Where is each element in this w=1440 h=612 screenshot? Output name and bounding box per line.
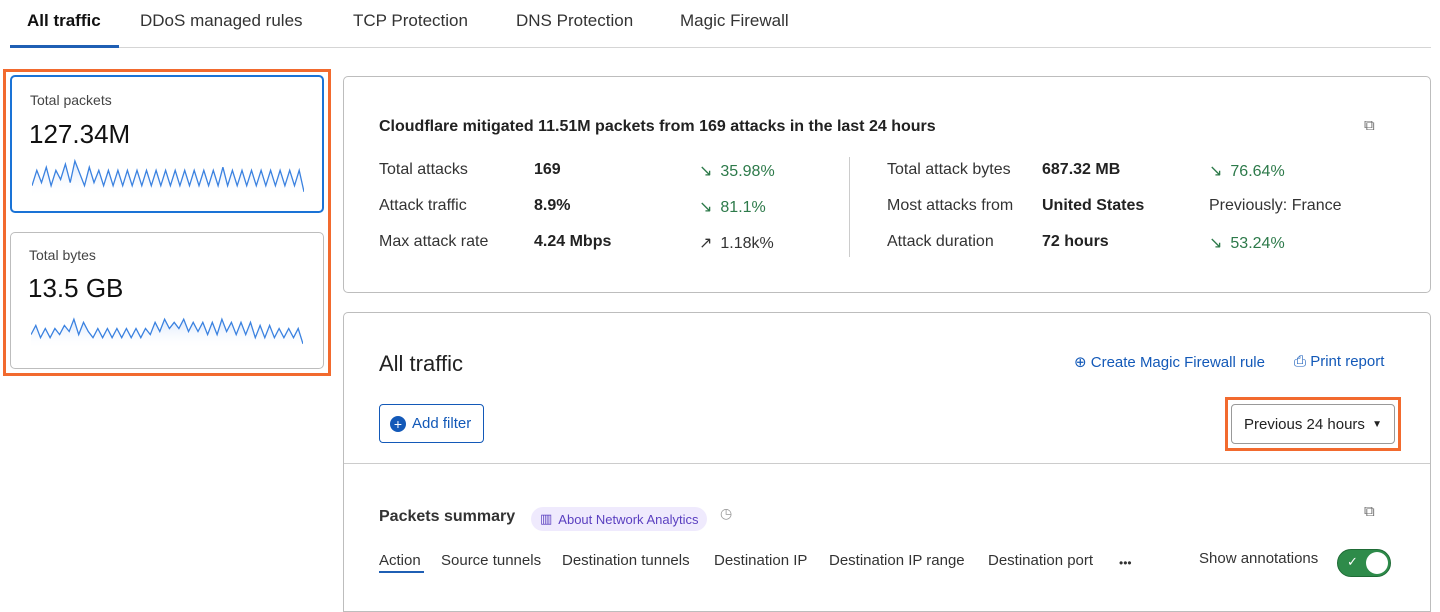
stat-value: United States bbox=[1042, 197, 1145, 214]
caret-down-icon: ▼ bbox=[1372, 418, 1382, 430]
more-tabs-button[interactable]: ••• bbox=[1119, 556, 1132, 570]
packets-summary-title: Packets summary bbox=[379, 508, 516, 525]
sparkline-packets bbox=[32, 158, 304, 197]
section-title: All traffic bbox=[379, 351, 463, 376]
plus-circle-icon: ⊕ bbox=[1074, 354, 1087, 371]
highlight-box bbox=[1225, 397, 1401, 451]
stat-label: Attack traffic bbox=[379, 197, 467, 214]
metric-label: Total bytes bbox=[29, 247, 96, 263]
metric-label: Total packets bbox=[30, 92, 112, 108]
tab-tcp-protection[interactable]: TCP Protection bbox=[353, 11, 468, 30]
metric-value: 13.5 GB bbox=[28, 273, 124, 303]
dropdown-value: Previous 24 hours bbox=[1244, 415, 1365, 433]
stat-change-value: Previously: France bbox=[1209, 197, 1342, 214]
show-annotations-label: Show annotations bbox=[1199, 550, 1319, 567]
highlight-box bbox=[3, 69, 331, 376]
create-magic-firewall-rule-link[interactable]: ⊕ Create Magic Firewall rule bbox=[1074, 353, 1265, 371]
arrow-down-right-icon: ↘ bbox=[699, 163, 713, 180]
check-icon: ✓ bbox=[1347, 554, 1358, 569]
stat-label: Total attack bytes bbox=[887, 161, 1011, 178]
sparkline-line bbox=[32, 158, 304, 193]
tab-all-traffic[interactable]: All traffic bbox=[27, 11, 101, 30]
time-range-dropdown[interactable]: Previous 24 hours ▼ bbox=[1231, 404, 1395, 444]
subtab-destination-ip-range[interactable]: Destination IP range bbox=[829, 552, 965, 569]
stat-change: ↘ 35.98% bbox=[699, 161, 775, 181]
stat-change-value: 53.24% bbox=[1230, 235, 1285, 252]
tab-ddos-managed-rules[interactable]: DDoS managed rules bbox=[140, 11, 303, 30]
printer-icon: ⎙ bbox=[1294, 353, 1307, 370]
subtab-destination-port[interactable]: Destination port bbox=[988, 552, 1094, 569]
stat-change: ↘ 76.64% bbox=[1209, 161, 1285, 181]
stat-change: ↗ 1.18k% bbox=[699, 233, 774, 253]
link-label: Create Magic Firewall rule bbox=[1090, 354, 1265, 371]
stat-label: Total attacks bbox=[379, 161, 468, 178]
subtab-destination-ip[interactable]: Destination IP bbox=[714, 552, 808, 569]
subtab-action[interactable]: Action bbox=[379, 552, 421, 569]
stat-change: ↘ 81.1% bbox=[699, 197, 766, 217]
summary-headline: Cloudflare mitigated 11.51M packets from… bbox=[379, 118, 936, 135]
stat-value: 687.32 MB bbox=[1042, 161, 1121, 178]
stat-label: Most attacks from bbox=[887, 197, 1014, 214]
add-filter-button[interactable]: + Add filter bbox=[379, 404, 484, 443]
arrow-down-right-icon: ↘ bbox=[1209, 163, 1223, 180]
stat-change-value: 35.98% bbox=[720, 163, 775, 180]
attack-summary-card: Cloudflare mitigated 11.51M packets from… bbox=[343, 76, 1431, 293]
stat-change: Previously: France bbox=[1209, 197, 1342, 215]
active-tab-indicator bbox=[10, 45, 119, 48]
sparkline-line bbox=[31, 317, 303, 345]
stat-label: Attack duration bbox=[887, 233, 994, 250]
all-traffic-card: All traffic ⊕ Create Magic Firewall rule… bbox=[343, 312, 1431, 612]
stat-label: Max attack rate bbox=[379, 233, 489, 250]
stat-value: 72 hours bbox=[1042, 233, 1109, 250]
print-report-link[interactable]: ⎙ Print report bbox=[1294, 353, 1384, 370]
show-annotations-toggle[interactable]: ✓ bbox=[1337, 549, 1391, 577]
active-subtab-indicator bbox=[379, 571, 424, 573]
stat-change-value: 81.1% bbox=[720, 199, 766, 216]
link-label: Print report bbox=[1310, 353, 1385, 370]
about-network-analytics-link[interactable]: ▥ About Network Analytics bbox=[531, 507, 708, 531]
button-label: Add filter bbox=[412, 415, 472, 432]
metric-card-total-bytes[interactable]: Total bytes 13.5 GB bbox=[10, 232, 324, 369]
arrow-up-right-icon: ↗ bbox=[699, 235, 713, 252]
stat-value: 169 bbox=[534, 161, 561, 178]
tab-dns-protection[interactable]: DNS Protection bbox=[516, 11, 634, 30]
stat-value: 8.9% bbox=[534, 197, 571, 214]
arrow-down-right-icon: ↘ bbox=[699, 199, 713, 216]
stat-change-value: 76.64% bbox=[1230, 163, 1285, 180]
book-icon: ▥ bbox=[540, 511, 553, 526]
clock-icon: ◷ bbox=[720, 505, 733, 521]
tab-magic-firewall[interactable]: Magic Firewall bbox=[680, 11, 789, 30]
sparkline-bytes bbox=[31, 317, 303, 349]
divider bbox=[344, 463, 1430, 464]
metric-card-total-packets[interactable]: Total packets 127.34M bbox=[10, 75, 324, 213]
tab-bar bbox=[10, 0, 1431, 48]
toggle-knob bbox=[1366, 552, 1388, 574]
arrow-down-right-icon: ↘ bbox=[1209, 235, 1223, 252]
copy-icon[interactable]: ⧉ bbox=[1364, 117, 1375, 134]
plus-circle-icon: + bbox=[390, 415, 406, 432]
sparkline-area bbox=[31, 319, 303, 349]
metric-value: 127.34M bbox=[29, 119, 131, 149]
subtab-destination-tunnels[interactable]: Destination tunnels bbox=[562, 552, 690, 569]
stat-value: 4.24 Mbps bbox=[534, 233, 612, 250]
divider bbox=[849, 157, 850, 257]
stat-change: ↘ 53.24% bbox=[1209, 233, 1285, 253]
stat-change-value: 1.18k% bbox=[720, 235, 774, 252]
subtab-source-tunnels[interactable]: Source tunnels bbox=[441, 552, 542, 569]
link-label: About Network Analytics bbox=[558, 511, 699, 527]
copy-icon[interactable]: ⧉ bbox=[1364, 503, 1375, 520]
